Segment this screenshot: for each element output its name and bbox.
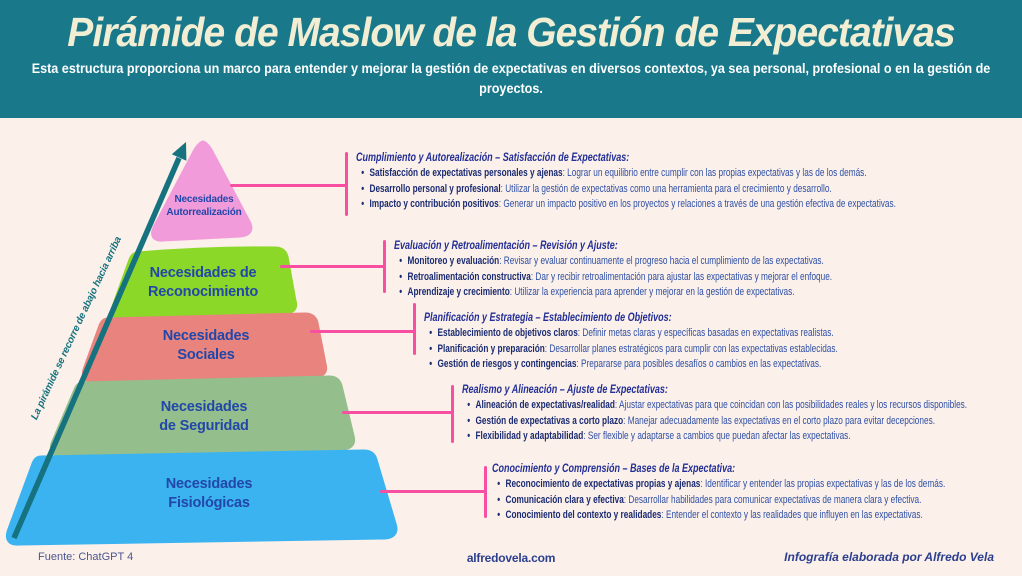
block-bullets: Monitoreo y evaluación: Revisar y evalua… [394, 254, 1014, 301]
block-heading: Realismo y Alineación – Ajuste de Expect… [462, 382, 668, 396]
pyramid-label-reconocimiento: Necesidades de Reconocimiento [148, 265, 258, 300]
level-block-seguridad: Realismo y Alineación – Ajuste de Expect… [462, 382, 1016, 445]
bullet-item: Flexibilidad y adaptabilidad: Ser flexib… [467, 429, 1015, 445]
connector-bracket-5 [484, 466, 487, 518]
connector-line-1 [230, 184, 347, 187]
bullet-item: Gestión de expectativas a corto plazo: M… [467, 414, 1015, 430]
up-arrow-shaft [11, 156, 182, 540]
block-heading: Conocimiento y Comprensión – Bases de la… [492, 461, 736, 475]
pyramid-label-autorrealizacion: Necesidades Autorrealización [166, 194, 242, 218]
connector-line-4 [342, 411, 453, 414]
block-heading: Cumplimiento y Autorealización – Satisfa… [356, 150, 630, 164]
connector-bracket-1 [345, 152, 348, 216]
block-bullets: Alineación de expectativas/realidad: Aju… [462, 398, 1015, 445]
bullet-item: Satisfacción de expectativas personales … [361, 166, 1015, 182]
up-arrow-head [171, 142, 187, 161]
bullet-item: Impacto y contribución positivos: Genera… [361, 197, 1015, 213]
connector-bracket-2 [383, 240, 386, 293]
level-block-fisiologicas: Conocimiento y Comprensión – Bases de la… [492, 461, 1016, 524]
connector-bracket-4 [451, 385, 454, 443]
connector-line-5 [380, 490, 486, 493]
block-bullets: Establecimiento de objetivos claros: Def… [424, 326, 1015, 373]
pyramid-label-fisiologicas: Necesidades Fisiológicas [165, 476, 253, 511]
pyramid-graphic [5, 140, 398, 546]
bullet-item: Monitoreo y evaluación: Revisar y evalua… [399, 254, 1015, 270]
pyramid-label-seguridad: Necesidades de Seguridad [159, 399, 249, 434]
page-title: Pirámide de Maslow de la Gestión de Expe… [67, 9, 955, 55]
bullet-item: Aprendizaje y crecimiento: Utilizar la e… [399, 285, 1015, 301]
bullet-item: Gestión de riesgos y contingencias: Prep… [429, 357, 1015, 373]
connector-line-3 [310, 330, 415, 333]
level-block-reconocimiento: Evaluación y Retroalimentación – Revisió… [394, 238, 1016, 301]
bullet-item: Retroalimentación constructiva: Dar y re… [399, 270, 1015, 286]
footer-source: Fuente: ChatGPT 4 [38, 551, 134, 563]
block-bullets: Reconocimiento de expectativas propias y… [492, 477, 1015, 524]
block-heading: Evaluación y Retroalimentación – Revisió… [394, 238, 618, 252]
page-subtitle: Esta estructura proporciona un marco par… [31, 60, 991, 96]
bullet-item: Conocimiento del contexto y realidades: … [497, 508, 1015, 524]
block-heading: Planificación y Estrategia – Establecimi… [424, 310, 672, 324]
pyramid-level-1-shape [151, 140, 253, 242]
pyramid-level-3-shape [81, 312, 328, 383]
bullet-item: Reconocimiento de expectativas propias y… [497, 477, 1015, 493]
bullet-item: Comunicación clara y efectiva: Desarroll… [497, 493, 1015, 509]
pyramid-label-sociales: Necesidades Sociales [162, 328, 250, 363]
level-block-autorrealizacion: Cumplimiento y Autorealización – Satisfa… [356, 150, 1016, 213]
footer-website: alfredovela.com [466, 551, 556, 565]
footer-credit: Infografía elaborada por Alfredo Vela [784, 550, 994, 564]
bullet-item: Alineación de expectativas/realidad: Aju… [467, 398, 1015, 414]
connector-line-2 [280, 265, 385, 268]
pyramid-level-5-shape [5, 449, 398, 546]
header: Pirámide de Maslow de la Gestión de Expe… [0, 0, 1022, 118]
bullet-item: Desarrollo personal y profesional: Utili… [361, 182, 1015, 198]
bullet-item: Establecimiento de objetivos claros: Def… [429, 326, 1015, 342]
bullet-item: Planificación y preparación: Desarrollar… [429, 342, 1015, 358]
connector-bracket-3 [413, 303, 416, 355]
block-bullets: Satisfacción de expectativas personales … [356, 166, 1014, 213]
level-block-sociales: Planificación y Estrategia – Establecimi… [424, 310, 1016, 373]
